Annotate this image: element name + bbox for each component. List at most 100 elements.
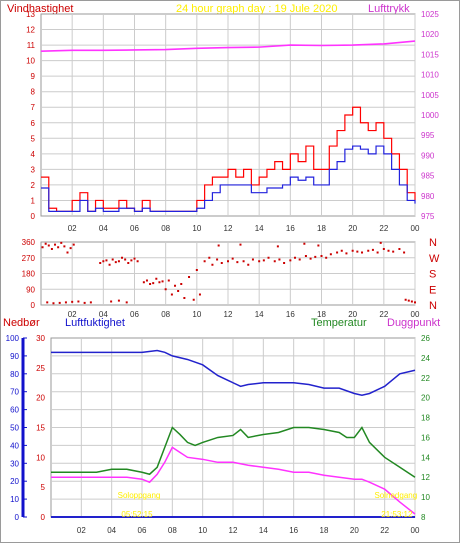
direction-point: [174, 284, 177, 287]
series-vindhastighet: [41, 106, 416, 212]
wind-pressure-x-tick-label: 02: [68, 224, 77, 233]
direction-point: [110, 300, 113, 303]
direction-point: [398, 248, 401, 250]
sunset-label: Solnedgang: [374, 491, 417, 500]
wind-y-tick-label: 7: [31, 103, 36, 112]
direction-point: [114, 261, 117, 264]
humidity-y-tick-label: 40: [10, 441, 19, 450]
precip-y-tick-label: 10: [36, 453, 45, 462]
direction-y-tick-label: 90: [26, 285, 35, 294]
direction-point: [46, 301, 49, 304]
humidity-temp-x-tick-label: 00: [411, 526, 420, 535]
direction-point: [251, 258, 254, 261]
direction-point: [294, 256, 297, 259]
direction-point: [44, 242, 47, 245]
pressure-y-tick-label: 1000: [421, 111, 439, 120]
compass-tick-label: W: [429, 253, 440, 265]
temp-y-tick-label: 14: [421, 453, 430, 462]
precip-y-tick-label: 0: [41, 513, 46, 522]
humidity-y-tick-label: 20: [10, 477, 19, 486]
pressure-y-tick-label: 995: [421, 131, 435, 140]
wind-y-tick-label: 13: [26, 10, 35, 19]
precip-y-tick-label: 25: [36, 364, 45, 373]
chart-title: 24 hour graph day : 19 Jule 2020: [176, 3, 337, 15]
direction-point: [155, 277, 158, 280]
series-luftfuktighet: [51, 349, 416, 397]
temp-y-tick-label: 18: [421, 414, 430, 423]
pressure-y-tick-label: 985: [421, 172, 435, 181]
direction-point: [60, 241, 63, 244]
direction-point: [392, 250, 395, 253]
wind-y-tick-label: 5: [31, 134, 36, 143]
wind-pressure-x-tick-label: 04: [99, 224, 108, 233]
direction-point: [142, 281, 145, 284]
direction-point: [58, 301, 61, 304]
direction-point: [367, 249, 370, 252]
wind-y-tick-label: 12: [26, 26, 35, 35]
direction-point: [99, 262, 102, 264]
direction-y-tick-label: 180: [22, 270, 36, 279]
direction-point: [217, 244, 220, 247]
temp-y-tick-label: 16: [421, 433, 430, 442]
pressure-y-tick-label: 1025: [421, 10, 439, 19]
direction-point: [273, 260, 276, 263]
direction-point: [239, 243, 242, 246]
direction-point: [303, 242, 306, 245]
wind-y-tick-label: 2: [31, 181, 36, 190]
direction-point: [351, 249, 354, 252]
wind-pressure-x-tick-label: 18: [317, 224, 326, 233]
wind-direction-x-tick-label: 10: [192, 310, 201, 319]
direction-point: [89, 301, 92, 304]
direction-point: [211, 263, 214, 266]
direction-point: [371, 248, 374, 251]
precip-axis-title: Nedbør: [3, 317, 40, 329]
humidity-temp-x-tick-label: 22: [380, 526, 389, 535]
direction-point: [403, 251, 406, 254]
direction-point: [382, 248, 385, 250]
direction-point: [387, 249, 390, 252]
direction-point: [195, 269, 198, 271]
direction-point: [258, 260, 261, 263]
pressure-y-tick-label: 1005: [421, 91, 439, 100]
direction-point: [77, 300, 80, 303]
wind-direction-x-tick-label: 02: [68, 310, 77, 319]
wind-y-tick-label: 4: [31, 150, 36, 159]
humidity-temp-x-tick-label: 08: [168, 526, 177, 535]
direction-point: [267, 256, 270, 259]
direction-point: [57, 246, 60, 249]
direction-point: [283, 262, 286, 264]
direction-y-tick-label: 360: [22, 238, 36, 247]
temp-y-tick-label: 10: [421, 493, 430, 502]
compass-tick-label: E: [429, 284, 436, 296]
compass-tick-label: N: [429, 300, 437, 312]
wind-direction-x-tick-label: 20: [348, 310, 357, 319]
direction-point: [231, 257, 234, 260]
wind-y-tick-label: 0: [31, 212, 36, 221]
direction-point: [407, 299, 410, 302]
direction-point: [314, 255, 317, 258]
direction-point: [69, 247, 72, 250]
direction-point: [133, 257, 136, 260]
wind-direction-x-tick-label: 08: [161, 310, 170, 319]
direction-point: [111, 258, 114, 261]
temp-y-tick-label: 26: [421, 334, 430, 343]
pressure-y-tick-label: 990: [421, 151, 435, 160]
precip-y-tick-label: 15: [36, 424, 45, 433]
wind-axis-title: Vindhastighet: [7, 3, 73, 15]
temp-y-tick-label: 20: [421, 394, 430, 403]
direction-point: [216, 258, 219, 261]
direction-point: [161, 280, 164, 283]
series-lufttrykk: [40, 40, 416, 52]
direction-point: [192, 298, 195, 301]
direction-point: [317, 244, 320, 247]
direction-point: [108, 263, 111, 266]
humidity-axis-title: Luftfuktighet: [65, 317, 125, 329]
wind-y-tick-label: 1: [31, 196, 36, 205]
direction-point: [376, 251, 379, 254]
wind-direction-x-tick-label: 04: [99, 310, 108, 319]
direction-point: [220, 262, 223, 264]
humidity-temp-x-tick-label: 14: [259, 526, 268, 535]
direction-point: [177, 290, 180, 292]
direction-point: [64, 301, 67, 304]
